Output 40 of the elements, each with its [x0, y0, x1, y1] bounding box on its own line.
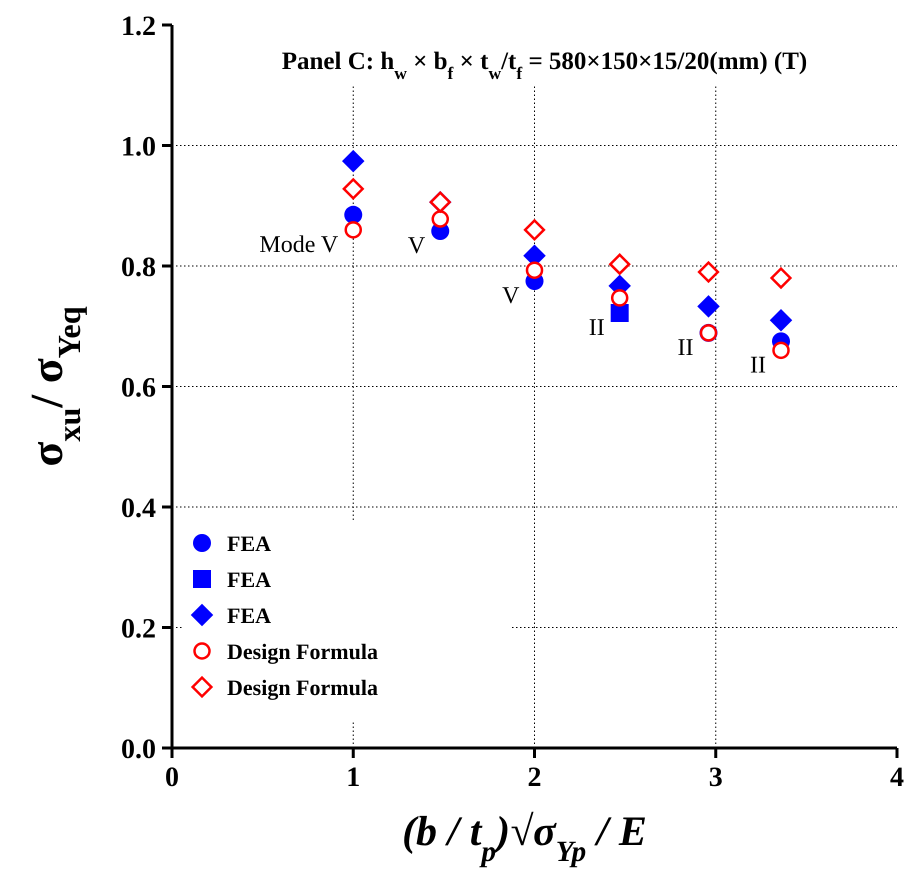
legend-label: FEA [227, 603, 272, 628]
point [524, 219, 546, 240]
x-tick-label: 0 [165, 762, 179, 793]
annotation: Mode V [259, 232, 339, 258]
x-tick-label: 2 [528, 762, 542, 793]
point [432, 210, 449, 228]
point [609, 254, 630, 275]
x-axis-title: (b / t$_{p}$)√σ$_{Yp}$ / E [402, 809, 647, 868]
annotation: V [502, 283, 520, 310]
y-tick-label: 1.2 [121, 11, 156, 42]
point [610, 304, 629, 322]
point [772, 342, 790, 360]
point [342, 178, 364, 200]
x-tick-label: 4 [890, 762, 904, 793]
x-tick-label: 3 [708, 762, 723, 793]
x-tick-label: 1 [346, 762, 360, 793]
point [770, 308, 792, 332]
y-tick-label: 0.6 [121, 372, 156, 404]
point [344, 221, 362, 239]
legend-label: FEA [227, 531, 272, 556]
chart-title: Panel C: h$_{w}$ × b$_{f}$ × t$_{w}$/t$_{f}$ = 580×150×15/20(mm) (T) [282, 48, 808, 83]
y-tick-label: 1.0 [121, 132, 156, 162]
annotation: II [750, 352, 766, 378]
y-tick-label: 0.0 [121, 734, 156, 765]
y-tick-label: 0.4 [121, 493, 156, 524]
annotation: V [408, 233, 426, 260]
annotation: II [588, 314, 605, 341]
legend-label: FEA [227, 567, 272, 592]
point [698, 261, 720, 283]
point [526, 261, 544, 279]
annotation: II [678, 334, 694, 361]
legend-label: Design Formula [227, 639, 378, 664]
y-tick-label: 0.2 [121, 614, 156, 644]
legend-label: Design Formula [227, 675, 378, 700]
point [344, 206, 362, 224]
point [342, 150, 364, 172]
y-tick-label: 0.8 [121, 252, 156, 283]
point [697, 295, 720, 318]
point [770, 267, 792, 289]
point [610, 289, 628, 307]
